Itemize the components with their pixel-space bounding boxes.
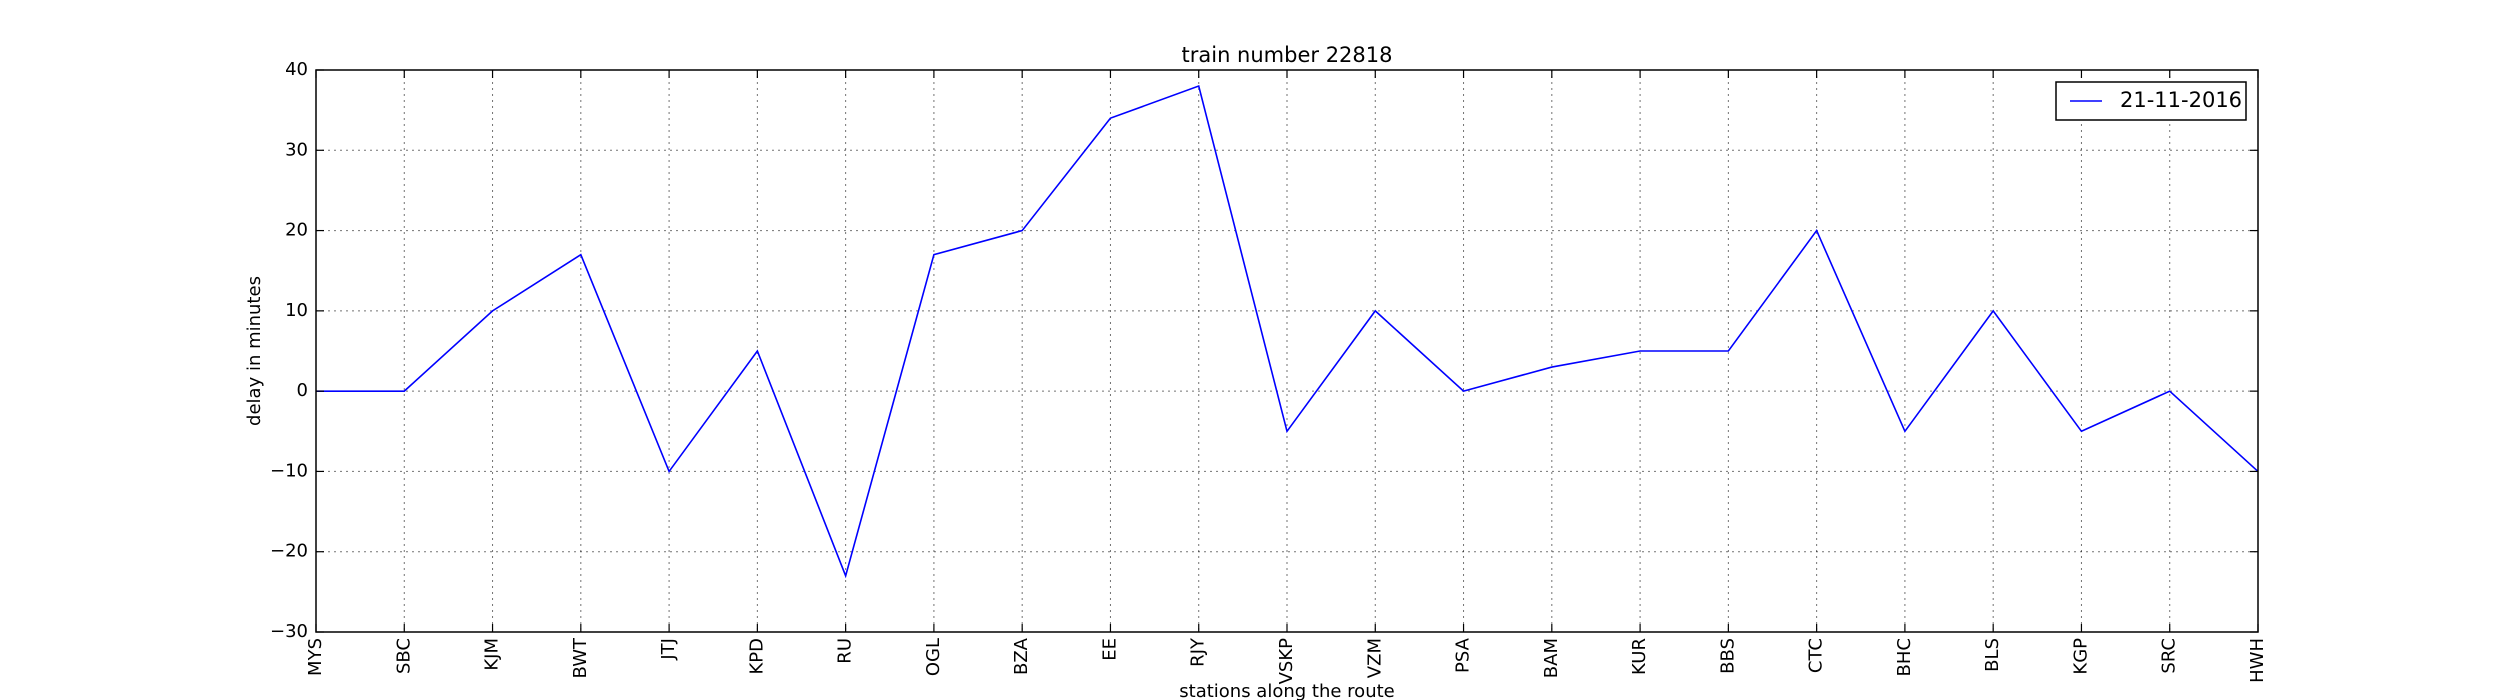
- x-tick-label: VZM: [1364, 638, 1385, 678]
- x-tick-label: OGL: [923, 638, 944, 676]
- axis-ticks: [315, 69, 2259, 633]
- x-tick-label: EE: [1099, 638, 1120, 661]
- x-tick-label: HWH: [2247, 638, 2268, 683]
- x-tick-label: PSA: [1453, 637, 1474, 673]
- x-tick-label: SRC: [2159, 638, 2180, 674]
- y-tick-label: −30: [270, 621, 308, 642]
- x-tick-label: BHC: [1894, 638, 1915, 676]
- y-tick-label: 20: [285, 220, 308, 241]
- y-tick-label: 0: [297, 380, 308, 401]
- x-tick-label: RU: [835, 638, 856, 664]
- x-tick-label: KUR: [1629, 638, 1650, 675]
- y-tick-label: 40: [285, 59, 308, 80]
- x-tick-label: BWT: [570, 637, 591, 679]
- x-tick-label: KJM: [482, 638, 503, 671]
- y-tick-label: −20: [270, 541, 308, 562]
- legend-label: 21-11-2016: [2120, 88, 2242, 112]
- x-tick-labels: MYS SBC KJM BWT JTJ KPD RU OGL BZA EE RJY VSKP VZM PS…: [305, 637, 2268, 684]
- y-tick-label: 10: [285, 300, 308, 321]
- x-tick-label: MYS: [305, 638, 326, 676]
- y-tick-label: 30: [285, 139, 308, 160]
- x-tick-label: RJY: [1188, 637, 1209, 667]
- x-tick-label: BLS: [1982, 638, 2003, 672]
- y-axis-label: delay in minutes: [244, 276, 265, 426]
- x-tick-label: CTC: [1806, 638, 1827, 673]
- chart-title: train number 22818: [1182, 43, 1393, 67]
- x-tick-label: KPD: [746, 638, 767, 675]
- legend: 21-11-2016: [2055, 81, 2247, 121]
- x-tick-label: JTJ: [658, 638, 679, 661]
- x-tick-label: BAM: [1541, 638, 1562, 678]
- y-tick-labels: −30 −20 −10 0 10 20 30 40: [270, 59, 308, 642]
- x-tick-label: KGP: [2070, 638, 2091, 675]
- x-axis-label: stations along the route: [1179, 681, 1394, 700]
- x-tick-label: VSKP: [1276, 638, 1297, 685]
- series-line: [316, 85, 2259, 579]
- series-lines: [316, 85, 2259, 579]
- x-tick-label: SBC: [393, 638, 414, 674]
- x-tick-label: BBS: [1717, 638, 1738, 674]
- x-tick-label: BZA: [1011, 637, 1032, 675]
- y-tick-label: −10: [270, 460, 308, 481]
